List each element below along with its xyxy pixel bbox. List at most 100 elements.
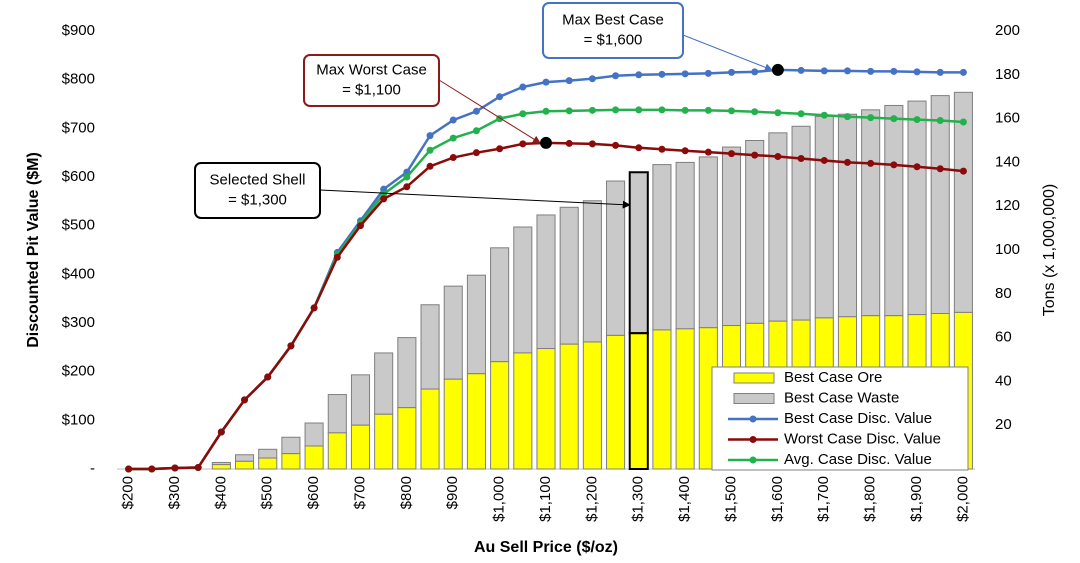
line-point xyxy=(496,93,504,101)
line-point xyxy=(380,185,388,193)
y-tick-label: $500 xyxy=(62,217,95,234)
bar xyxy=(513,352,533,470)
legend-label: Worst Case Disc. Value xyxy=(784,430,941,447)
line-point xyxy=(704,69,712,77)
line-point xyxy=(612,72,620,80)
line-point xyxy=(820,156,828,164)
legend-swatch-point xyxy=(749,436,757,443)
line-point xyxy=(635,106,643,114)
y2-tick-label: 40 xyxy=(995,372,1012,389)
y2-axis-title: Tons (x 1,000,000) xyxy=(1041,184,1058,317)
bar xyxy=(211,464,231,470)
line-point xyxy=(635,71,643,79)
annotation-text: = $1,300 xyxy=(228,191,287,208)
y-tick-label: - xyxy=(90,460,95,477)
line-point xyxy=(171,464,179,472)
line-point xyxy=(681,70,689,78)
x-tick-label: $2,000 xyxy=(954,476,971,522)
line-point xyxy=(148,465,156,473)
legend-label: Best Case Disc. Value xyxy=(784,410,932,427)
line-point xyxy=(867,67,875,75)
line-point xyxy=(472,127,480,135)
bar xyxy=(582,341,602,470)
line-point xyxy=(774,109,782,117)
line-point xyxy=(542,107,550,115)
line-point xyxy=(588,75,596,83)
annotation-arrow xyxy=(319,189,631,209)
line-point xyxy=(959,118,967,126)
bar xyxy=(582,200,602,343)
y2-tick-label: 140 xyxy=(995,153,1020,170)
line-point xyxy=(449,154,457,162)
line-point xyxy=(936,165,944,173)
bar xyxy=(721,146,742,327)
legend-swatch-point xyxy=(749,415,757,423)
x-tick-label: $200 xyxy=(120,476,137,509)
line-point xyxy=(449,116,457,124)
legend-label: Avg. Case Disc. Value xyxy=(784,451,932,468)
bar xyxy=(304,445,324,470)
line-point xyxy=(913,163,921,171)
line-point xyxy=(588,106,596,114)
y2-tick-label: 200 xyxy=(995,22,1020,39)
bar xyxy=(536,214,556,350)
line-point xyxy=(797,66,805,74)
y-tick-label: $400 xyxy=(62,265,95,282)
line-point xyxy=(658,145,666,153)
x-tick-label: $1,900 xyxy=(908,476,925,522)
annotation-box xyxy=(303,54,440,107)
line-point xyxy=(519,140,527,148)
line-point xyxy=(728,68,736,76)
line-point xyxy=(751,108,759,116)
highlight-point xyxy=(771,63,784,76)
bar xyxy=(628,171,649,335)
line-point xyxy=(658,70,666,78)
y-tick-label: $900 xyxy=(62,22,95,39)
bar xyxy=(768,132,788,322)
y2-tick-label: 100 xyxy=(995,241,1020,258)
line-point xyxy=(519,110,527,118)
bar xyxy=(536,348,556,470)
line-point xyxy=(380,195,388,203)
x-tick-label: $500 xyxy=(259,476,276,509)
line-point xyxy=(264,373,272,381)
x-tick-label: $1,800 xyxy=(862,476,879,522)
line-point xyxy=(310,304,318,312)
y2-tick-label: 120 xyxy=(995,197,1020,214)
bar xyxy=(350,374,371,426)
y-tick-label: $300 xyxy=(62,314,95,331)
x-tick-label: $1,700 xyxy=(815,476,832,522)
line-point xyxy=(728,150,736,158)
x-tick-label: $300 xyxy=(166,476,183,509)
line-point xyxy=(426,132,434,140)
bar xyxy=(397,407,417,470)
line-point xyxy=(333,253,341,261)
line-point xyxy=(936,68,944,76)
line-point xyxy=(820,111,828,119)
y2-tick-label: 80 xyxy=(995,285,1012,302)
x-tick-label: $1,500 xyxy=(722,476,739,522)
x-axis-title: Au Sell Price ($/oz) xyxy=(474,539,618,556)
line-point xyxy=(658,106,666,114)
line-point xyxy=(449,134,457,142)
bar xyxy=(443,285,463,380)
bar xyxy=(374,413,394,470)
line-point xyxy=(217,428,225,436)
bar xyxy=(304,422,324,447)
line-point xyxy=(588,140,596,148)
bar xyxy=(281,436,301,455)
x-tick-label: $1,100 xyxy=(537,476,554,522)
bar xyxy=(258,457,278,470)
legend-label: Best Case Waste xyxy=(784,389,899,406)
line-point xyxy=(751,151,759,159)
annotation-box xyxy=(542,2,684,59)
x-tick-label: $700 xyxy=(351,476,368,509)
bar xyxy=(466,274,486,375)
bar xyxy=(698,156,718,329)
bar xyxy=(559,206,579,345)
bar xyxy=(513,226,533,354)
y-tick-label: $200 xyxy=(62,363,95,380)
bar xyxy=(930,95,950,315)
bar xyxy=(675,161,695,330)
line-point xyxy=(797,110,805,118)
